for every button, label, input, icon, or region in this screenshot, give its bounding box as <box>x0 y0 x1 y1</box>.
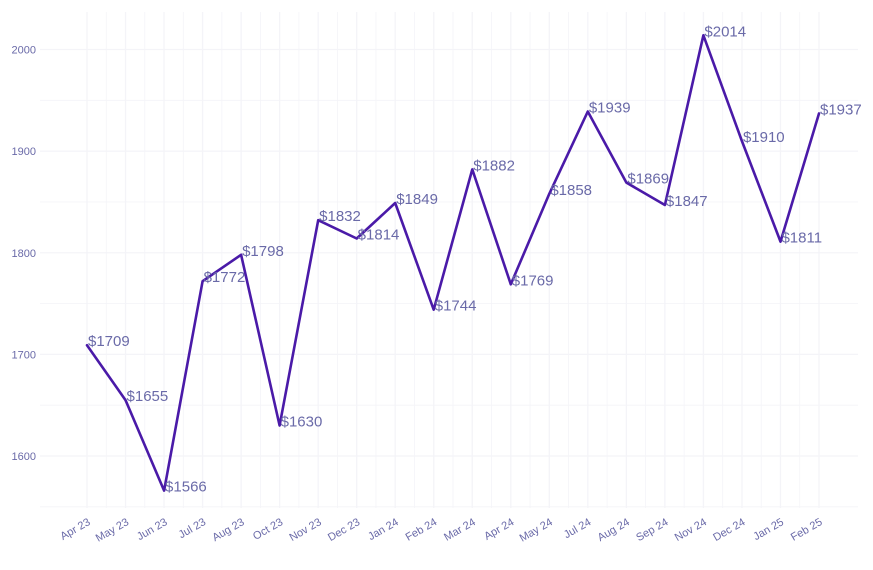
data-label: $1811 <box>781 230 822 247</box>
x-tick-label: Sep 24 <box>634 516 670 544</box>
data-label: $1869 <box>627 171 669 188</box>
x-tick-label: Apr 24 <box>482 516 516 543</box>
data-label: $1847 <box>666 193 708 210</box>
data-label: $1814 <box>358 227 400 244</box>
y-tick-label: 1900 <box>12 146 36 158</box>
x-tick-label: Nov 23 <box>287 516 323 544</box>
data-label: $1937 <box>820 102 862 119</box>
data-label: $1709 <box>88 333 130 350</box>
x-tick-label: Jun 23 <box>135 516 170 543</box>
series-line-group <box>85 33 821 492</box>
data-label: $1939 <box>589 99 631 116</box>
y-tick-label: 2000 <box>12 45 36 57</box>
x-tick-label: Aug 23 <box>210 516 246 544</box>
x-axis-ticks: Apr 23 May 23 Jun 23 Jul 23 Aug 23 Oct 23 Nov … <box>58 516 824 544</box>
y-tick-label: 1800 <box>12 248 36 260</box>
data-label: $2014 <box>704 23 746 40</box>
x-tick-label: Jul 23 <box>177 516 208 541</box>
data-label: $1832 <box>319 208 361 225</box>
x-tick-label: Mar 24 <box>442 516 478 544</box>
data-label: $1858 <box>550 182 592 199</box>
x-tick-label: Jan 24 <box>366 516 401 543</box>
data-label: $1849 <box>396 191 438 208</box>
x-tick-label: Nov 24 <box>673 516 709 544</box>
data-label: $1744 <box>435 298 477 315</box>
x-tick-label: Feb 25 <box>789 516 825 544</box>
x-tick-label: Aug 24 <box>596 516 632 544</box>
data-label: $1566 <box>165 479 207 496</box>
y-tick-label: 1600 <box>12 451 36 463</box>
data-label: $1910 <box>743 129 785 146</box>
grid <box>40 12 858 508</box>
y-tick-label: 1700 <box>12 349 36 361</box>
x-tick-label: Jul 24 <box>562 516 593 541</box>
x-tick-label: Jan 25 <box>751 516 786 543</box>
data-labels: $1709 $1655 $1566 $1772 $1798 $1630 $1832 $1814… <box>88 23 862 495</box>
data-label: $1772 <box>204 269 246 286</box>
x-tick-label: Oct 23 <box>251 516 285 543</box>
y-axis-ticks: 1600 1700 1800 1900 2000 <box>12 45 36 464</box>
x-tick-label: Feb 24 <box>404 516 440 544</box>
data-label: $1882 <box>473 157 515 174</box>
x-tick-label: May 23 <box>94 516 131 544</box>
data-label: $1769 <box>512 272 554 289</box>
x-tick-label: Apr 23 <box>58 516 92 543</box>
data-label: $1630 <box>281 414 323 431</box>
x-tick-label: Dec 23 <box>326 516 362 544</box>
x-tick-label: May 24 <box>518 516 555 544</box>
data-label: $1655 <box>127 388 169 405</box>
x-tick-label: Dec 24 <box>711 516 747 544</box>
series-line <box>85 33 821 492</box>
data-label: $1798 <box>242 243 284 260</box>
